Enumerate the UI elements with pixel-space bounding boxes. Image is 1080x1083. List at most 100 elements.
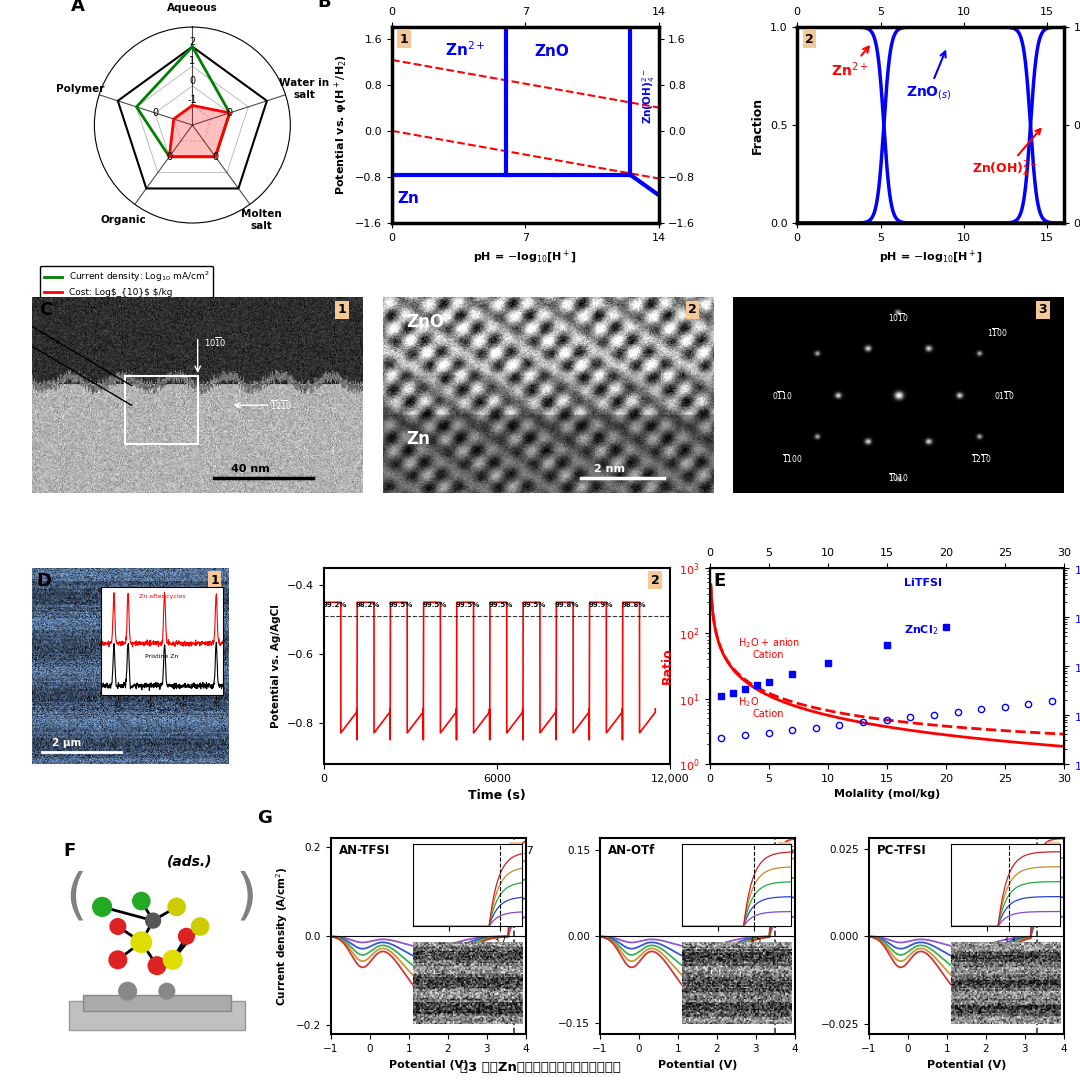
Circle shape xyxy=(146,913,161,928)
Text: 99.5%: 99.5% xyxy=(488,602,513,609)
Polygon shape xyxy=(170,105,230,157)
Text: 99.5%: 99.5% xyxy=(389,602,414,609)
ZnCl$_2$ xyxy=(739,729,752,742)
ZnCl$_2$ xyxy=(951,705,964,718)
Text: Zn(OH)$_4^{2-}$: Zn(OH)$_4^{2-}$ xyxy=(972,129,1040,180)
Text: 99.5%: 99.5% xyxy=(422,602,447,609)
ZnCl$_2$ xyxy=(1045,695,1058,708)
ZnCl$_2$ xyxy=(833,718,846,731)
Text: Zn: Zn xyxy=(397,191,419,206)
Text: 10$\overline{1}$0: 10$\overline{1}$0 xyxy=(204,335,227,349)
H$_2$O+anion/Cation xyxy=(704,578,717,591)
Text: 3.3: 3.3 xyxy=(1039,846,1056,857)
Circle shape xyxy=(133,892,150,910)
H$_2$O/Cation xyxy=(820,708,833,721)
Text: $\overline{1}$100: $\overline{1}$100 xyxy=(782,452,804,465)
Text: LiTFSI: LiTFSI xyxy=(904,577,943,588)
Circle shape xyxy=(191,918,208,935)
Text: 图3 提升Zn金属电极可逆性的电解液设计: 图3 提升Zn金属电极可逆性的电解液设计 xyxy=(460,1061,620,1074)
LiTFSI xyxy=(762,676,775,689)
Text: 0: 0 xyxy=(227,108,232,118)
Text: B: B xyxy=(318,0,330,12)
Circle shape xyxy=(93,898,111,916)
Text: ZnO: ZnO xyxy=(535,44,569,58)
Text: 01$\overline{1}$0: 01$\overline{1}$0 xyxy=(994,389,1015,402)
Text: 40 nm: 40 nm xyxy=(231,464,270,474)
Text: 0: 0 xyxy=(152,108,158,118)
Text: 2: 2 xyxy=(189,37,195,47)
Text: 98.2%: 98.2% xyxy=(356,602,380,609)
Text: E: E xyxy=(713,572,726,590)
LiTFSI xyxy=(880,639,893,652)
Text: 1: 1 xyxy=(400,32,408,45)
Text: 0: 0 xyxy=(213,152,218,161)
LiTFSI xyxy=(751,679,764,692)
H$_2$O+anion/Cation xyxy=(927,718,940,731)
Text: 1: 1 xyxy=(511,844,519,857)
ZnCl$_2$ xyxy=(904,710,917,723)
Text: 0: 0 xyxy=(166,152,173,161)
LiTFSI xyxy=(727,687,740,700)
Text: Cation: Cation xyxy=(752,650,784,661)
Text: H$_2$O + anion: H$_2$O + anion xyxy=(738,637,800,650)
X-axis label: pH = $-$log$_{10}$[H$^+$]: pH = $-$log$_{10}$[H$^+$] xyxy=(878,248,983,265)
Circle shape xyxy=(131,932,151,952)
Line: ZnCl$_2$: ZnCl$_2$ xyxy=(718,699,1055,741)
X-axis label: Potential (V): Potential (V) xyxy=(389,1059,468,1070)
Text: 1: 1 xyxy=(338,303,347,316)
Line: H$_2$O+anion/Cation: H$_2$O+anion/Cation xyxy=(711,585,1064,734)
H$_2$O+anion/Cation xyxy=(820,704,833,717)
H$_2$O/Cation xyxy=(845,714,858,727)
Text: (: ( xyxy=(65,870,86,924)
Text: Zn: Zn xyxy=(406,430,430,448)
Text: 99.2%: 99.2% xyxy=(323,602,347,609)
LiTFSI xyxy=(821,657,834,670)
H$_2$O/Cation xyxy=(961,731,974,744)
Circle shape xyxy=(148,957,166,975)
Text: 1: 1 xyxy=(189,56,195,66)
Text: 2: 2 xyxy=(688,303,697,316)
Text: 3: 3 xyxy=(1050,844,1058,857)
Text: Zn$^{2+}$: Zn$^{2+}$ xyxy=(445,40,486,58)
Circle shape xyxy=(168,898,186,915)
ZnCl$_2$ xyxy=(1022,697,1035,710)
Text: Zn$^{2+}$: Zn$^{2+}$ xyxy=(831,47,869,79)
Text: -1: -1 xyxy=(188,95,198,105)
H$_2$O/Cation xyxy=(704,578,717,591)
H$_2$O+anion/Cation xyxy=(1057,728,1070,741)
Y-axis label: Fraction: Fraction xyxy=(752,96,765,154)
Text: 3: 3 xyxy=(1039,303,1048,316)
Text: ZnCl$_2$: ZnCl$_2$ xyxy=(904,623,939,637)
LiTFSI xyxy=(739,682,752,695)
H$_2$O+anion/Cation xyxy=(746,679,759,692)
Text: $\overline{1}$2$\overline{1}$0: $\overline{1}$2$\overline{1}$0 xyxy=(971,452,991,465)
Text: 99.9%: 99.9% xyxy=(589,602,612,609)
Circle shape xyxy=(119,982,136,1000)
Text: PC-TFSI: PC-TFSI xyxy=(877,844,927,857)
Text: 2: 2 xyxy=(651,574,660,587)
Text: (ads.): (ads.) xyxy=(166,854,213,869)
Y-axis label: Potential vs. Ag/AgCl: Potential vs. Ag/AgCl xyxy=(271,604,281,728)
Line: H$_2$O/Cation: H$_2$O/Cation xyxy=(711,585,1064,746)
Text: 99.5%: 99.5% xyxy=(522,602,546,609)
ZnCl$_2$ xyxy=(762,727,775,740)
Circle shape xyxy=(163,951,183,969)
H$_2$O/Cation xyxy=(927,727,940,740)
LiTFSI xyxy=(940,621,953,634)
X-axis label: Molality (mol/kg): Molality (mol/kg) xyxy=(834,790,940,799)
ZnCl$_2$ xyxy=(786,723,799,736)
Text: 0$\overline{1}$10: 0$\overline{1}$10 xyxy=(772,389,793,402)
Text: ): ) xyxy=(235,870,257,924)
Circle shape xyxy=(178,928,194,944)
Circle shape xyxy=(109,951,126,968)
H$_2$O+anion/Cation xyxy=(845,708,858,721)
Line: LiTFSI: LiTFSI xyxy=(718,624,949,700)
Text: D: D xyxy=(37,572,52,590)
ZnCl$_2$ xyxy=(928,708,941,721)
Text: H$_2$O: H$_2$O xyxy=(738,695,759,709)
ZnCl$_2$ xyxy=(974,703,987,716)
Text: 3.5: 3.5 xyxy=(778,846,795,857)
H$_2$O/Cation xyxy=(959,731,972,744)
Text: Zn(OH)$_4^{2-}$: Zn(OH)$_4^{2-}$ xyxy=(640,68,658,123)
H$_2$O/Cation xyxy=(746,680,759,693)
